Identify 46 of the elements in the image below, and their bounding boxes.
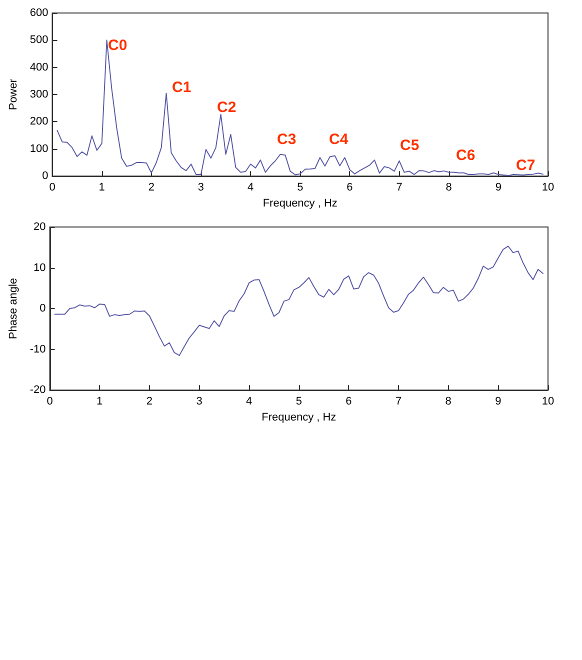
y-tick-label: 600	[30, 7, 48, 19]
x-tick-label: 9	[495, 182, 502, 194]
annotation: C4	[329, 131, 349, 148]
x-tick-label: 8	[445, 396, 452, 408]
x-tick-label: 6	[346, 182, 353, 194]
x-tick-label: 2	[146, 396, 152, 408]
y-tick-label: -20	[30, 384, 46, 396]
y-axis-title: Phase angle	[8, 278, 20, 340]
y-tick-label: 0	[42, 170, 48, 182]
x-tick-label: 5	[297, 182, 304, 194]
x-tick-label: 10	[542, 182, 554, 194]
y-tick-label: 300	[30, 88, 48, 101]
line-series	[54, 246, 544, 356]
x-tick-label: 1	[98, 182, 105, 194]
annotation: C2	[217, 99, 236, 116]
y-tick-label: 400	[30, 61, 48, 74]
x-tick-label: 7	[396, 182, 402, 194]
x-tick-label: 4	[246, 396, 252, 408]
annotation: C5	[400, 137, 420, 154]
y-tick-label: 500	[30, 34, 48, 46]
x-tick-label: 1	[96, 396, 103, 408]
x-tick-label: 7	[395, 396, 402, 408]
x-axis-title: Frequency , Hz	[262, 198, 338, 210]
x-tick-label: 2	[148, 182, 154, 194]
x-tick-label: 4	[247, 182, 254, 194]
y-tick-label: 20	[34, 221, 46, 233]
x-tick-label: 6	[346, 396, 352, 408]
annotation: C6	[456, 147, 476, 164]
x-tick-label: 9	[495, 396, 502, 408]
y-tick-label: 0	[40, 302, 46, 315]
x-tick-label: 8	[446, 182, 452, 194]
annotation: C0	[108, 37, 128, 54]
x-axis-title: Frequency , Hz	[262, 412, 336, 424]
y-tick-label: 10	[34, 262, 46, 274]
annotation: C7	[516, 157, 536, 174]
y-tick-label: 100	[30, 142, 48, 155]
annotation: C1	[172, 79, 192, 96]
y-tick-label: 200	[30, 116, 48, 128]
annotation: C3	[277, 131, 296, 148]
x-tick-label: 5	[296, 396, 302, 408]
y-axis-title: Power	[8, 78, 20, 110]
x-tick-label: 3	[198, 182, 204, 194]
x-tick-label: 3	[196, 396, 202, 408]
line-series	[56, 40, 544, 176]
x-tick-label: 10	[542, 396, 554, 408]
y-tick-label: -10	[30, 343, 46, 356]
